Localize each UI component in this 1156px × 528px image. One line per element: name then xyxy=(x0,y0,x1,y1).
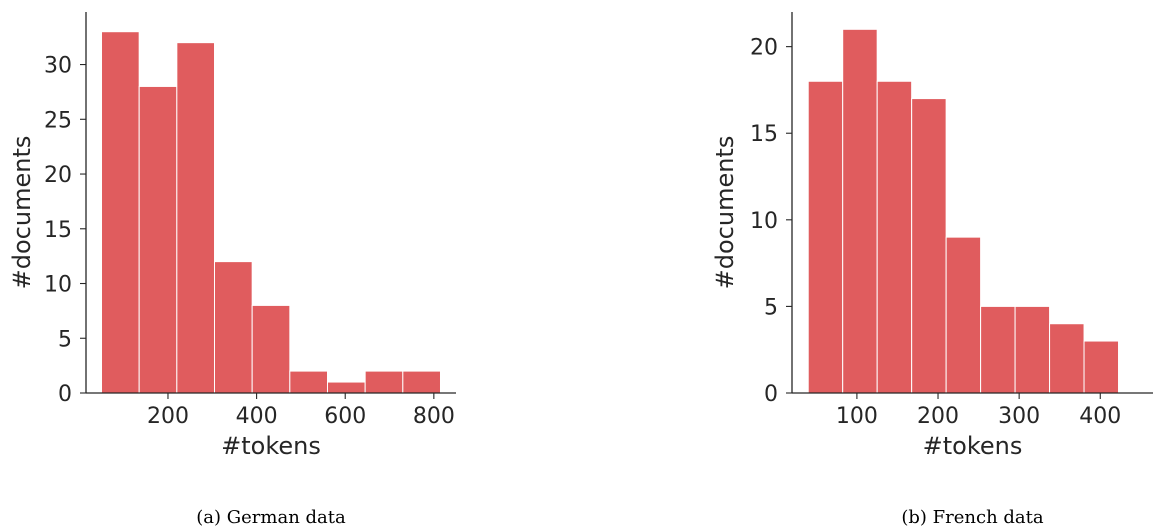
french-x-tick-label: 100 xyxy=(836,404,878,429)
german-histogram: 0 5 10 15 20 25 30 200 400 600 800 #tokens #document… xyxy=(8,12,456,528)
german-bar xyxy=(176,42,216,394)
french-bar xyxy=(911,98,947,394)
german-y-tick-label: 25 xyxy=(44,108,72,133)
french-x-axis-label: #tokens xyxy=(923,432,1023,460)
german-x-tick-label: 400 xyxy=(236,404,278,429)
german-y-tick-label: 20 xyxy=(44,163,72,188)
french-y-axis-label: #documents xyxy=(711,136,739,290)
german-y-axis-label: #documents xyxy=(8,136,36,290)
german-bar xyxy=(326,381,366,394)
french-y-tick-label: 20 xyxy=(750,36,778,61)
german-x-tick-label: 600 xyxy=(324,404,366,429)
german-bar xyxy=(101,31,140,394)
french-x-tick-label: 200 xyxy=(917,404,959,429)
french-bar xyxy=(980,305,1016,394)
french-bar xyxy=(1049,323,1085,394)
french-bar xyxy=(876,80,913,394)
german-caption: (a) German data xyxy=(196,507,346,528)
german-y-tick-label: 5 xyxy=(58,327,72,352)
french-y-tick-label: 10 xyxy=(750,209,778,234)
german-bar xyxy=(364,370,404,394)
french-bar xyxy=(842,28,878,394)
german-bar xyxy=(214,261,253,394)
french-histogram: 0 5 10 15 20 100 200 300 400 #tokens #documents (b)… xyxy=(711,12,1153,528)
german-y-tick-label: 15 xyxy=(44,218,72,243)
french-y-tick-label: 15 xyxy=(750,122,778,147)
french-bar xyxy=(1014,305,1051,394)
german-x-axis-label: #tokens xyxy=(221,432,321,460)
french-x-tick-label: 300 xyxy=(998,404,1040,429)
french-caption: (b) French data xyxy=(901,507,1044,528)
french-y-tick-label: 5 xyxy=(764,295,778,320)
german-y-tick-label: 0 xyxy=(58,382,72,407)
french-bar xyxy=(1083,340,1120,394)
german-y-tick-label: 30 xyxy=(44,54,72,79)
french-bar xyxy=(945,236,982,394)
german-bar xyxy=(138,85,178,394)
french-y-tick-label: 0 xyxy=(764,382,778,407)
german-bar xyxy=(251,304,291,394)
french-x-tick-label: 400 xyxy=(1079,404,1121,429)
french-bar xyxy=(807,80,844,394)
german-bar xyxy=(289,370,328,394)
german-x-tick-label: 200 xyxy=(147,404,189,429)
german-y-tick-label: 10 xyxy=(44,273,72,298)
german-x-tick-label: 800 xyxy=(413,404,455,429)
german-bar xyxy=(402,370,441,394)
